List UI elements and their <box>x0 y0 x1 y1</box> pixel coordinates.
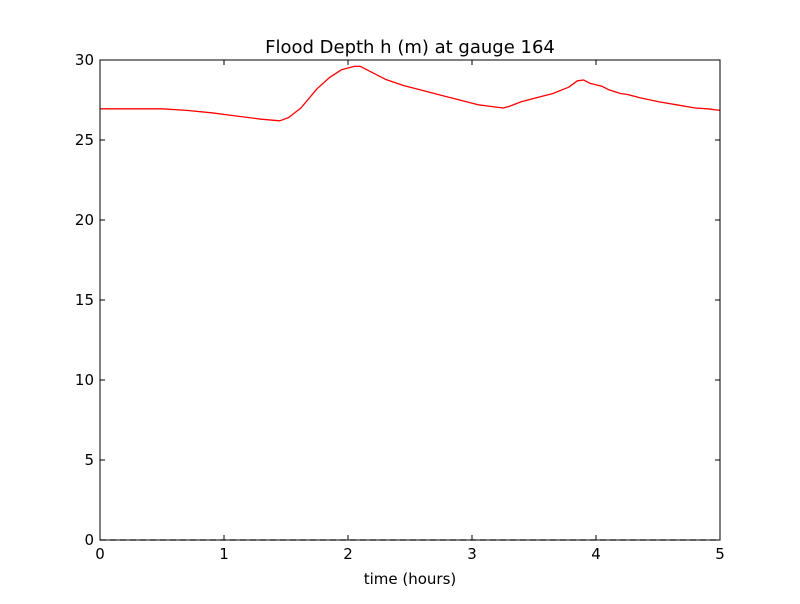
y-tick-label: 15 <box>75 291 94 309</box>
y-tick-label: 20 <box>75 211 94 229</box>
chart-title: Flood Depth h (m) at gauge 164 <box>265 37 555 58</box>
x-tick-label: 2 <box>343 545 353 563</box>
y-tick-label: 10 <box>75 371 94 389</box>
series-layer <box>100 65 721 541</box>
y-tick-label: 25 <box>75 131 94 149</box>
x-tick-label: 1 <box>219 545 229 563</box>
y-tick-label: 30 <box>75 51 94 69</box>
y-tick-label: 0 <box>84 531 94 549</box>
tick-layer: 0 1 2 3 4 5 0 5 10 15 20 25 30 <box>75 51 725 563</box>
depth-series-line <box>100 65 721 122</box>
x-tick-label: 0 <box>95 545 105 563</box>
plot-frame <box>99 59 721 541</box>
x-tick-label: 3 <box>467 545 477 563</box>
x-axis-label: time (hours) <box>364 570 457 588</box>
x-tick-label: 4 <box>591 545 601 563</box>
y-tick-label: 5 <box>84 451 94 469</box>
x-tick-label: 5 <box>715 545 725 563</box>
